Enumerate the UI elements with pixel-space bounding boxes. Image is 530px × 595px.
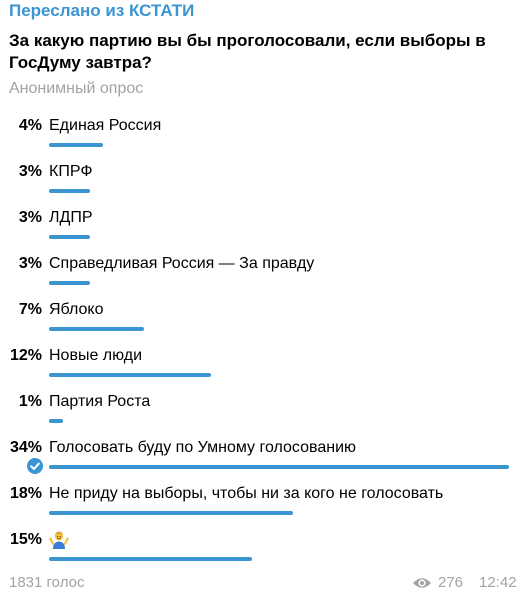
option-label: Единая Россия xyxy=(49,117,162,134)
option-percent: 1% xyxy=(18,393,42,410)
forwarded-from-label[interactable]: Переслано из КСТАТИ xyxy=(9,1,195,20)
poll-type-label: Анонимный опрос xyxy=(9,80,144,97)
poll-option-chosen: 34% Голосовать буду по Умному голосовани… xyxy=(0,439,530,485)
option-label: ЛДПР xyxy=(49,209,93,226)
option-bar xyxy=(49,189,90,193)
option-percent: 18% xyxy=(9,485,42,502)
option-label: Голосовать буду по Умному голосованию xyxy=(49,439,356,456)
poll-option: 3% Справедливая Россия — За правду xyxy=(0,255,530,301)
option-percent: 3% xyxy=(18,209,42,226)
votes-count[interactable]: 1831 голос xyxy=(9,574,85,591)
views-count: 276 xyxy=(438,574,464,591)
poll-option: 7% Яблоко xyxy=(0,301,530,347)
chosen-check-icon xyxy=(27,458,43,474)
poll-option: 3% КПРФ xyxy=(0,163,530,209)
poll-option: 1% Партия Роста xyxy=(0,393,530,439)
option-label: Не приду на выборы, чтобы ни за кого не … xyxy=(49,485,444,502)
option-bar xyxy=(49,511,293,515)
person-shrugging-emoji-icon xyxy=(49,529,69,554)
option-label: КПРФ xyxy=(49,163,93,180)
poll-option: 12% Новые люди xyxy=(0,347,530,393)
option-bar xyxy=(49,557,252,561)
option-label: Яблоко xyxy=(49,301,104,318)
option-bar xyxy=(49,373,211,377)
option-percent: 3% xyxy=(18,163,42,180)
message-time: 12:42 xyxy=(479,574,517,591)
poll-option: 18% Не приду на выборы, чтобы ни за кого… xyxy=(0,485,530,531)
option-percent: 3% xyxy=(18,255,42,272)
poll-option: 4% Единая Россия xyxy=(0,117,530,163)
poll-question: За какую партию вы бы проголосовали, есл… xyxy=(9,31,486,72)
poll-option: 15% xyxy=(0,531,530,577)
poll-option: 3% ЛДПР xyxy=(0,209,530,255)
option-bar xyxy=(49,235,90,239)
option-label: Партия Роста xyxy=(49,393,151,410)
eye-icon xyxy=(412,576,432,595)
option-bar xyxy=(49,281,90,285)
option-percent: 15% xyxy=(9,531,42,548)
option-percent: 4% xyxy=(18,117,42,134)
option-percent: 12% xyxy=(9,347,42,364)
option-bar xyxy=(49,327,144,331)
option-bar xyxy=(49,143,103,147)
option-bar xyxy=(49,419,63,423)
option-label: Справедливая Россия — За правду xyxy=(49,255,315,272)
option-label: Новые люди xyxy=(49,347,143,364)
option-percent: 7% xyxy=(18,301,42,318)
option-percent: 34% xyxy=(9,439,42,456)
option-bar xyxy=(49,465,509,469)
